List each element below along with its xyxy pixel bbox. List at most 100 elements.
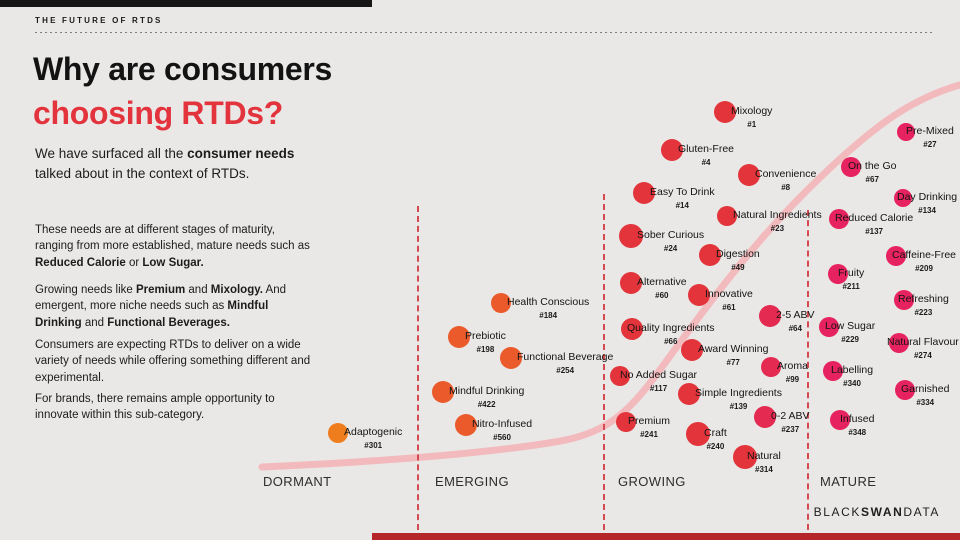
need-bubble [886,246,906,266]
need-name: Sober Curious [637,229,705,241]
need-rank: #61 [722,303,736,312]
need-name: Digestion [716,248,760,260]
need-point: Fruity #211 [838,267,864,291]
need-name: Caffeine-Free [892,249,957,261]
need-bubble [895,380,915,400]
need-rank: #117 [649,384,668,393]
need-name: Mixology [731,105,773,117]
text-segment: or [125,256,143,269]
need-point: Refreshing #223 [898,293,949,317]
body-paragraph-4: For brands, there remains ample opportun… [35,391,311,424]
need-bubble [661,139,683,161]
need-point: Day Drinking #134 [897,191,957,215]
need-rank: #211 [842,282,860,291]
need-point: Mindful Drinking #422 [449,385,524,409]
need-point: Infused #348 [840,413,874,437]
need-rank: #254 [556,366,575,375]
stage-label-mature: MATURE [820,474,877,489]
need-bubble [823,361,843,381]
need-bubble [761,357,781,377]
need-bubble [738,164,760,186]
need-bubble [633,182,655,204]
need-name: Innovative [705,288,753,300]
need-name: Natural Flavour [887,336,959,348]
need-bubble [829,209,849,229]
body-paragraph-2: Growing needs like Premium and Mixology.… [35,282,311,331]
need-bubble [621,318,643,340]
need-name: Nitro-Infused [472,418,533,430]
need-name: Adaptogenic [344,426,403,438]
need-point: Natural #314 [747,450,781,474]
need-name: Craft [704,427,727,439]
top-accent-bar [0,0,372,7]
need-name: Quality Ingredients [627,322,715,334]
need-point: Pre-Mixed #27 [906,125,954,149]
need-name: Simple Ingredients [695,387,782,399]
brand-part-2: SWAN [860,505,904,519]
need-point: Convenience #8 [755,168,816,192]
need-name: 0-2 ABV [771,410,810,422]
text-segment: Reduced Calorie [35,256,126,269]
need-bubble [616,412,636,432]
need-point: Reduced Calorie #137 [835,212,913,236]
body-paragraph-1: These needs are at different stages of m… [35,222,311,271]
need-bubble [819,317,839,337]
need-point: Functional Beverage #254 [517,351,613,375]
need-rank: #334 [916,398,935,407]
need-point: Innovative #61 [705,288,753,312]
text-segment: Functional Beverages. [107,316,230,329]
need-name: Alternative [637,276,687,288]
need-rank: #4 [701,158,711,167]
stage-divider-emerging [417,206,419,540]
need-point: Quality Ingredients #66 [627,322,715,346]
need-bubble [686,422,710,446]
need-name: Prebiotic [465,330,506,342]
need-rank: #223 [914,308,933,317]
need-point: Award Winning #77 [698,343,768,367]
need-rank: #14 [675,201,689,210]
need-name: Pre-Mixed [906,125,954,137]
need-rank: #241 [640,430,658,439]
need-point: 0-2 ABV #237 [771,410,810,434]
need-point: Alternative #60 [637,276,687,300]
brand-logo: BLACKSWANDATA [814,505,940,519]
need-point: No Added Sugar #117 [620,369,697,393]
need-rank: #66 [664,337,678,346]
body-paragraph-3: Consumers are expecting RTDs to deliver … [35,337,311,386]
need-bubble [828,264,848,284]
need-bubble [619,224,643,248]
text-segment: Mindful Drinking [35,300,269,329]
need-bubble [759,305,781,327]
need-name: Garnished [901,383,950,395]
need-bubble [714,101,736,123]
need-bubble [830,410,850,430]
text-segment: For brands, there remains ample opportun… [35,393,275,422]
need-name: Natural Ingredients [733,209,822,221]
need-point: Digestion #49 [716,248,760,272]
need-point: Aroma #99 [777,360,808,384]
need-name: No Added Sugar [620,369,698,381]
need-rank: #314 [755,465,773,474]
page-title: Why are consumers choosing RTDs? [33,47,332,135]
title-line-1: Why are consumers [33,51,333,87]
need-rank: #134 [918,206,936,215]
need-point: 2-5 ABV #64 [776,309,815,333]
title-line-2: choosing RTDs? [33,95,284,131]
need-name: Infused [840,413,875,425]
need-point: Gluten-Free #4 [678,143,734,167]
brand-part-1: BLACK [813,505,861,519]
need-point: Natural Ingredients #23 [733,209,822,233]
need-bubble [678,383,700,405]
need-rank: #49 [731,263,745,272]
text-segment: and [81,316,108,329]
need-bubble [328,423,348,443]
need-bubble [610,366,630,386]
need-rank: #240 [706,442,725,451]
stage-label-growing: GROWING [618,474,686,489]
need-name: Day Drinking [897,191,958,203]
need-rank: #137 [865,227,883,236]
need-point: Easy To Drink #14 [650,186,715,210]
need-rank: #64 [788,324,802,333]
